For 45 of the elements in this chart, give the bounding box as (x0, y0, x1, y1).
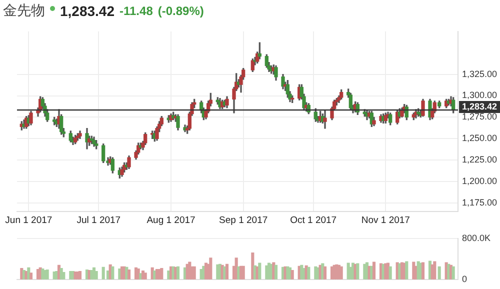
bar (251, 252, 254, 280)
x-tick-label: Jun 1 2017 (5, 214, 52, 226)
bar (225, 264, 229, 280)
bar (127, 269, 131, 280)
y-tick-label: 1,275.00 (462, 112, 498, 122)
x-tick-label: Sep 1 2017 (219, 214, 268, 226)
bar (438, 266, 441, 280)
bar (290, 270, 294, 280)
bar (421, 262, 425, 280)
bar (111, 266, 114, 280)
bar (388, 266, 392, 280)
bar (94, 271, 98, 280)
bar (29, 272, 33, 280)
bar (46, 269, 49, 280)
bar (176, 266, 180, 280)
y-tick-label: 800.0K (462, 232, 491, 243)
bar (405, 261, 408, 280)
bar (102, 266, 105, 280)
y-tick-label: 0 (462, 274, 468, 284)
bar (307, 266, 310, 280)
y-tick-label: 1,175.00 (462, 198, 498, 208)
ref-line-label: 1,283.42 (462, 101, 498, 112)
bar (433, 261, 436, 280)
bar (62, 272, 66, 280)
bar (340, 266, 343, 280)
x-tick-label: Nov 1 2017 (361, 214, 410, 226)
bar (323, 266, 327, 280)
y-tick-label: 1,225.00 (462, 154, 498, 165)
bar (160, 268, 164, 280)
y-tick-label: 1,250.00 (462, 133, 498, 144)
bar (78, 271, 82, 280)
bar (274, 264, 278, 280)
bar (192, 266, 196, 280)
chart-subtitle: 1,283.42 -11.48 (-0.89%) (60, 3, 204, 19)
x-tick-label: Jul 1 2017 (76, 214, 121, 226)
y-tick-label: 1,325.00 (462, 68, 498, 79)
bar (452, 266, 455, 280)
y-tick-label: 1,200.00 (462, 176, 498, 186)
bar (242, 266, 245, 280)
x-tick-label: Oct 1 2017 (290, 214, 337, 226)
chart-title: 金先物 (3, 2, 45, 20)
bar (372, 262, 376, 280)
bar (144, 272, 147, 280)
y-tick-label: 1,300.00 (462, 90, 498, 100)
x-tick-label: Aug 1 2017 (146, 214, 196, 226)
